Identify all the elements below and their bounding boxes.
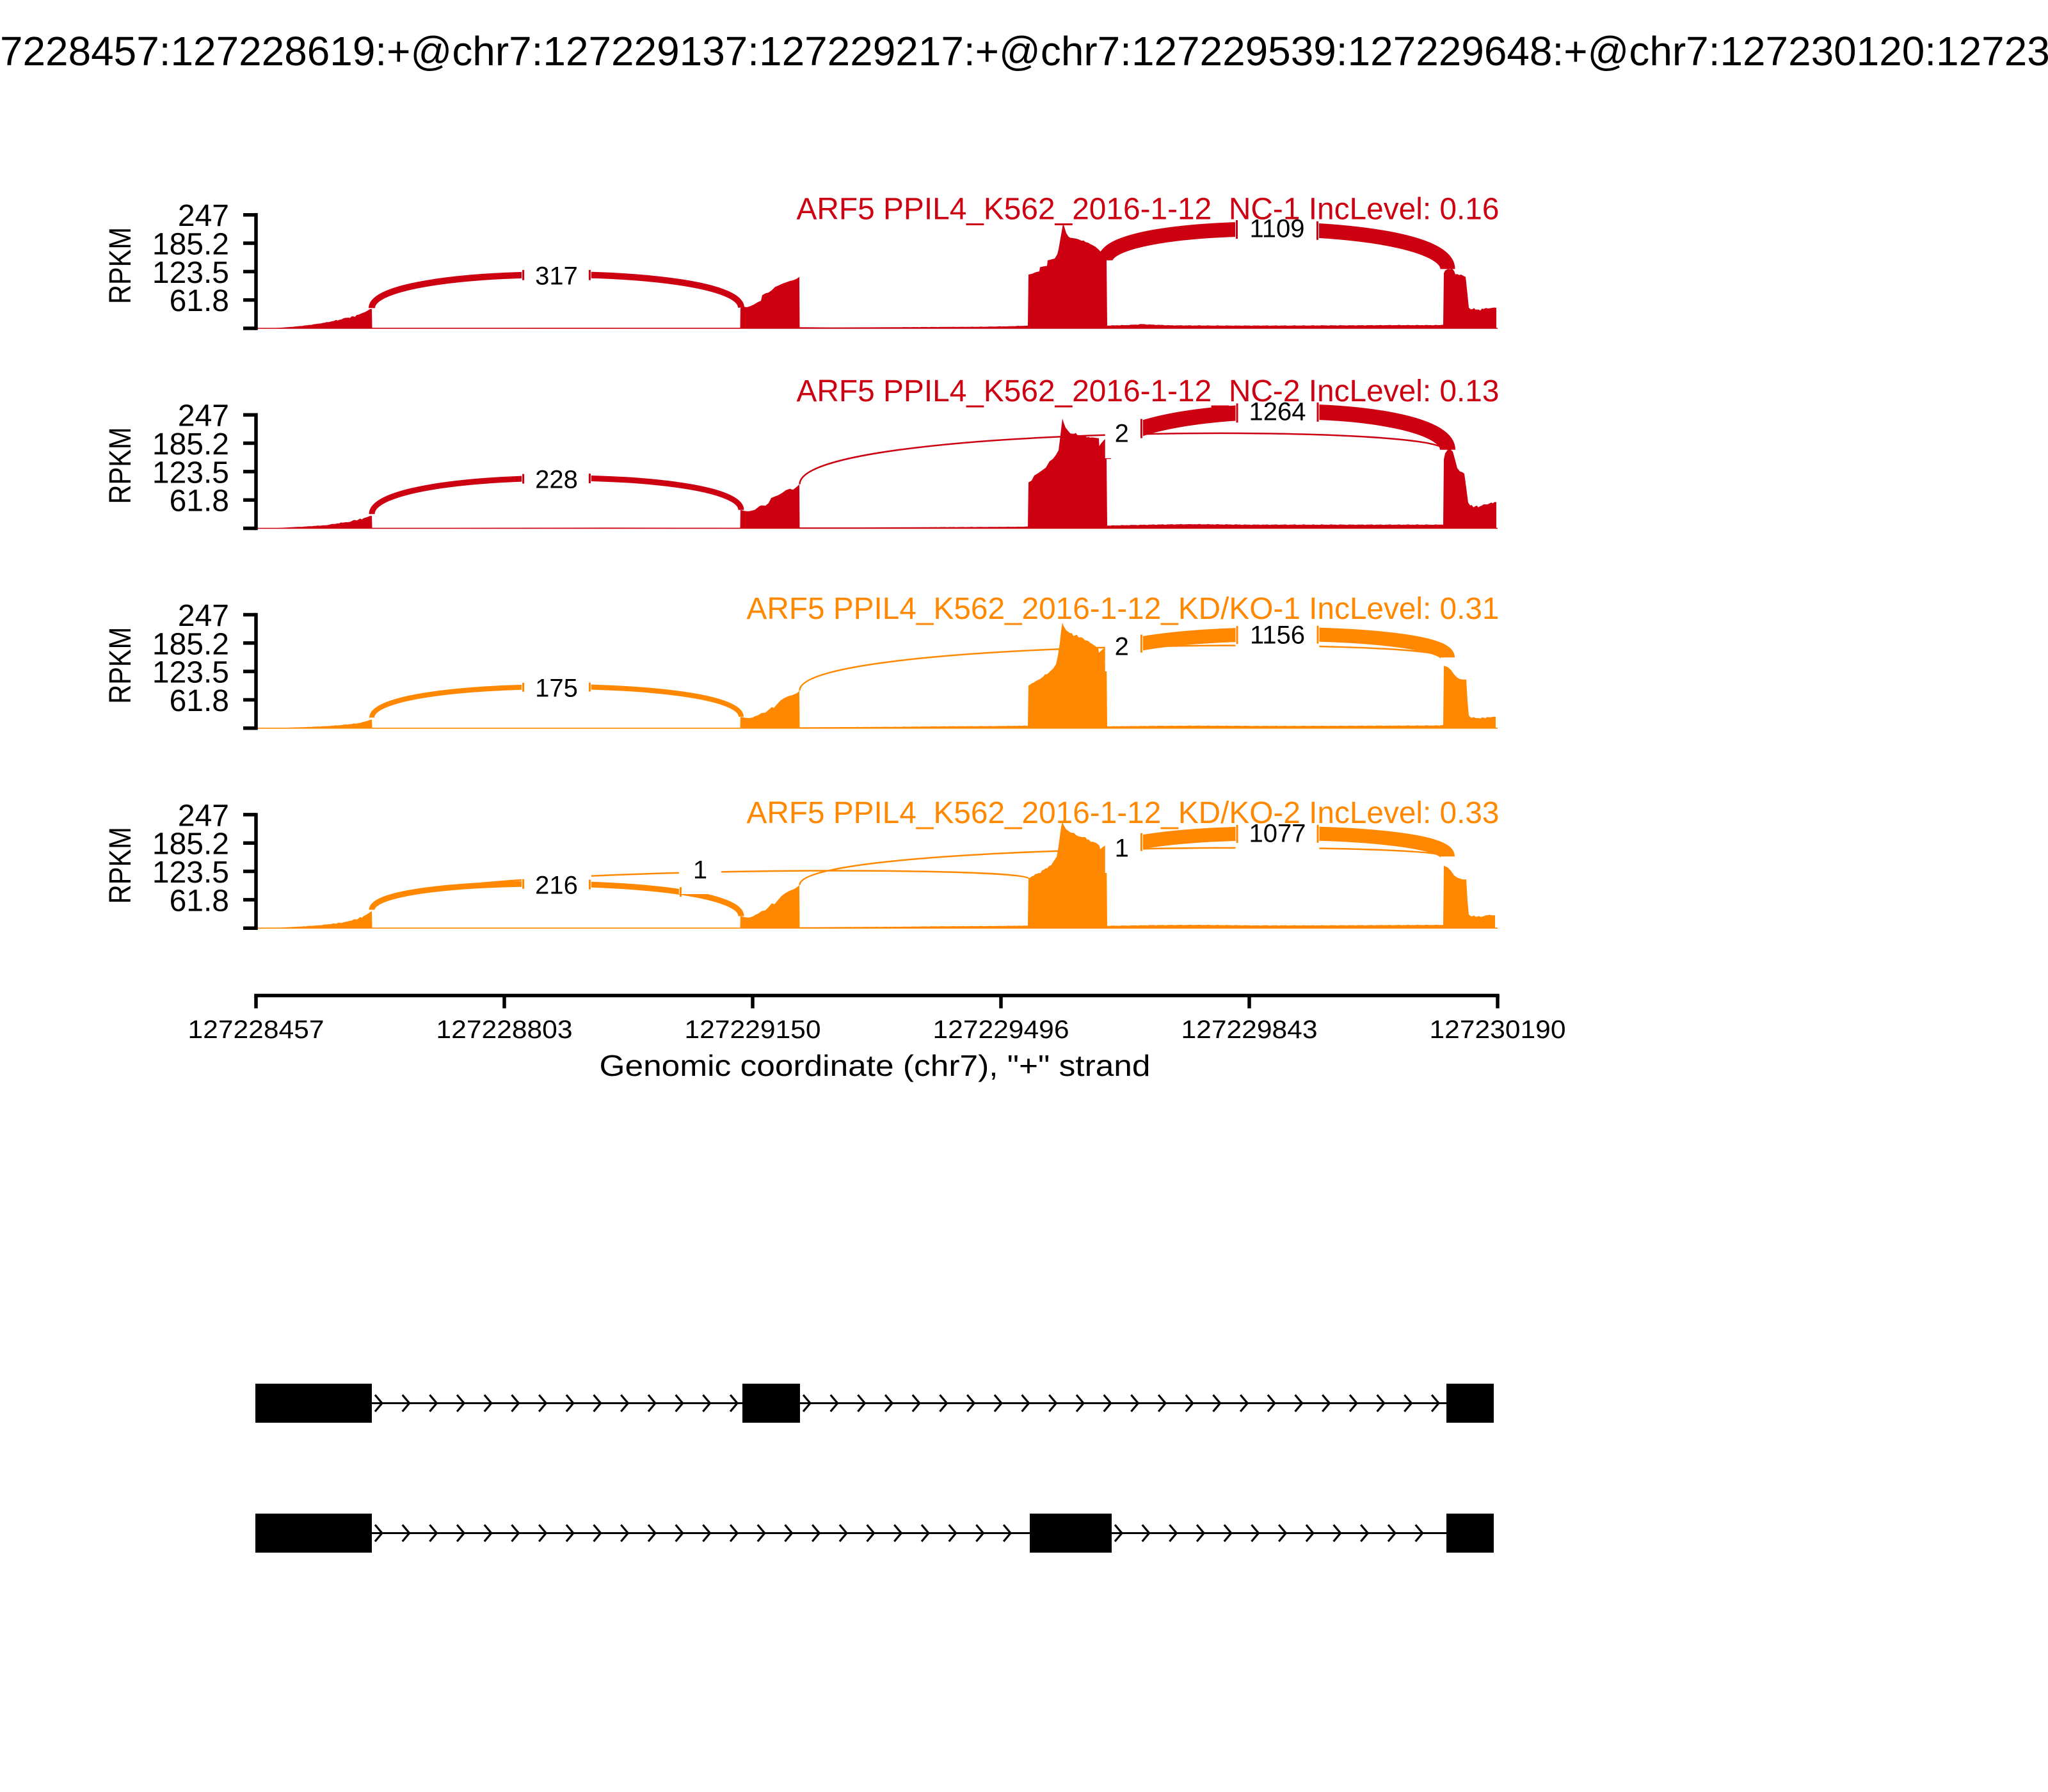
svg-text:127229843: 127229843 — [1181, 1016, 1318, 1044]
svg-text:1: 1 — [693, 856, 707, 884]
svg-text:247: 247 — [178, 399, 229, 433]
svg-text:RPKM: RPKM — [104, 627, 138, 704]
svg-text:ARF5 PPIL4_K562_2016-1-12_NC-2: ARF5 PPIL4_K562_2016-1-12_NC-2 IncLevel:… — [797, 374, 1500, 408]
svg-text:123.5: 123.5 — [152, 256, 229, 290]
svg-text:chr7:127228457:127228619:+@chr: chr7:127228457:127228619:+@chr7:12722913… — [0, 28, 2048, 74]
svg-text:247: 247 — [178, 799, 229, 833]
svg-text:Genomic coordinate (chr7), "+": Genomic coordinate (chr7), "+" strand — [600, 1049, 1151, 1082]
svg-text:ARF5 PPIL4_K562_2016-1-12_NC-1: ARF5 PPIL4_K562_2016-1-12_NC-1 IncLevel:… — [797, 192, 1500, 227]
svg-text:127228457: 127228457 — [188, 1016, 324, 1044]
svg-text:127229496: 127229496 — [933, 1016, 1069, 1044]
svg-text:61.8: 61.8 — [170, 284, 229, 318]
svg-text:2: 2 — [1115, 633, 1129, 661]
svg-text:185.2: 185.2 — [152, 428, 229, 461]
svg-text:228: 228 — [535, 466, 578, 494]
svg-text:216: 216 — [535, 872, 578, 900]
svg-text:61.8: 61.8 — [170, 484, 229, 518]
svg-text:1156: 1156 — [1250, 621, 1305, 650]
svg-text:123.5: 123.5 — [152, 856, 229, 890]
svg-text:RPKM: RPKM — [104, 428, 138, 504]
svg-text:1077: 1077 — [1249, 820, 1306, 848]
svg-text:RPKM: RPKM — [104, 827, 138, 904]
svg-text:185.2: 185.2 — [152, 828, 229, 861]
svg-text:1109: 1109 — [1249, 215, 1304, 243]
svg-text:127229150: 127229150 — [685, 1016, 821, 1044]
svg-text:ARF5 PPIL4_K562_2016-1-12_KD/K: ARF5 PPIL4_K562_2016-1-12_KD/KO-1 IncLev… — [747, 591, 1500, 626]
svg-text:2: 2 — [1115, 420, 1129, 448]
svg-text:ARF5 PPIL4_K562_2016-1-12_KD/K: ARF5 PPIL4_K562_2016-1-12_KD/KO-2 IncLev… — [747, 796, 1500, 830]
svg-text:1264: 1264 — [1249, 398, 1306, 426]
svg-text:247: 247 — [178, 199, 229, 233]
svg-text:185.2: 185.2 — [152, 627, 229, 661]
svg-text:123.5: 123.5 — [152, 656, 229, 690]
svg-text:RPKM: RPKM — [104, 227, 138, 304]
svg-text:317: 317 — [535, 262, 578, 291]
svg-text:1: 1 — [1115, 835, 1129, 863]
svg-text:123.5: 123.5 — [152, 456, 229, 490]
svg-text:175: 175 — [535, 675, 578, 703]
svg-text:127230190: 127230190 — [1430, 1016, 1566, 1044]
svg-text:247: 247 — [178, 599, 229, 633]
svg-text:127228803: 127228803 — [436, 1016, 573, 1044]
svg-text:185.2: 185.2 — [152, 228, 229, 262]
svg-text:61.8: 61.8 — [170, 884, 229, 918]
svg-text:61.8: 61.8 — [170, 684, 229, 718]
